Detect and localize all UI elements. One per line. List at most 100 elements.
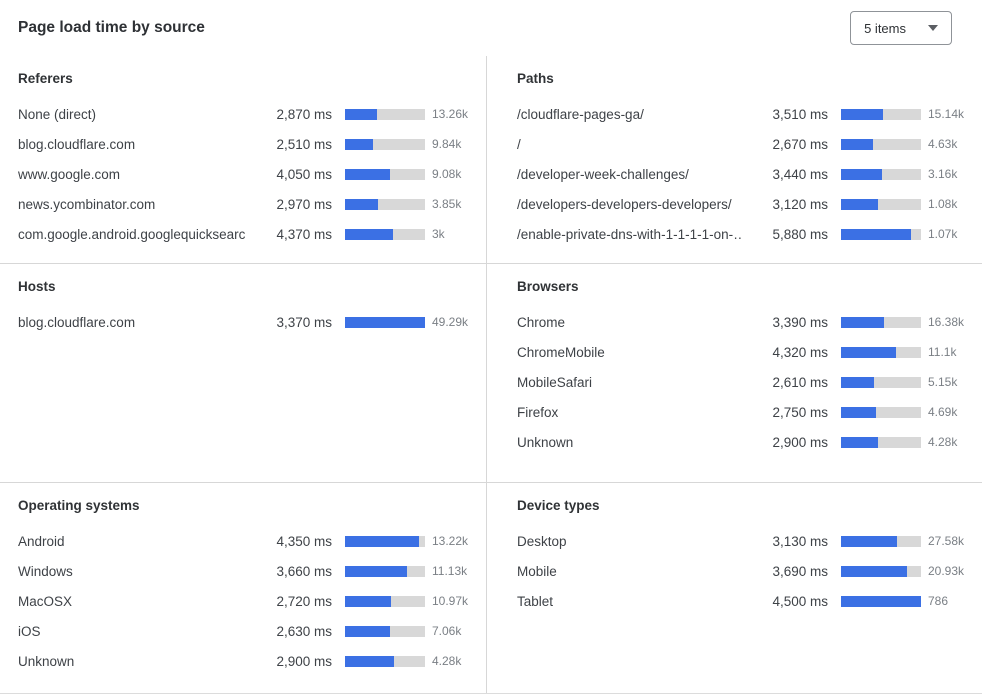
row-count: 13.22k xyxy=(432,534,469,548)
row-bar-fill xyxy=(345,138,373,150)
row-count: 27.58k xyxy=(928,534,965,548)
row-count: 15.14k xyxy=(928,107,965,121)
row-count: 9.08k xyxy=(432,167,462,181)
row-ms-value: 4,370 ms xyxy=(276,226,332,242)
row-count: 3.85k xyxy=(432,197,462,211)
row-label: blog.cloudflare.com xyxy=(18,314,136,330)
table-row: MacOSX 2,720 ms 10.97k xyxy=(18,586,480,616)
row-count: 7.06k xyxy=(432,624,462,638)
items-count-value: 5 items xyxy=(864,20,906,36)
panel-operating-systems: Operating systems Android 4,350 ms 13.22… xyxy=(0,482,486,693)
row-bar-track xyxy=(841,228,921,240)
table-row: www.google.com 4,050 ms 9.08k xyxy=(18,159,480,189)
row-bar-fill xyxy=(841,595,921,607)
row-label: Tablet xyxy=(517,593,554,609)
row-bar-fill xyxy=(841,376,875,388)
table-row: Unknown 2,900 ms 4.28k xyxy=(18,646,480,676)
row-bar-track xyxy=(841,108,921,120)
row-count: 11.1k xyxy=(928,345,957,359)
row-bar-fill xyxy=(345,108,377,120)
row-bar-track xyxy=(841,168,921,180)
table-row: MobileSafari 2,610 ms 5.15k xyxy=(517,367,976,397)
row-label: /enable-private-dns-with-1-1-1-1-on-… xyxy=(517,226,742,242)
row-label: None (direct) xyxy=(18,106,97,122)
row-ms-value: 3,120 ms xyxy=(772,196,828,212)
table-row: Chrome 3,390 ms 16.38k xyxy=(517,307,976,337)
table-row: blog.cloudflare.com 3,370 ms 49.29k xyxy=(18,307,480,337)
panel-title: Operating systems xyxy=(18,498,140,513)
table-row: ChromeMobile 4,320 ms 11.1k xyxy=(517,337,976,367)
row-bar-track xyxy=(841,376,921,388)
panel-device-types: Device types Desktop 3,130 ms 27.58k Mob… xyxy=(486,482,982,693)
row-label: Firefox xyxy=(517,404,559,420)
row-bar-fill xyxy=(841,108,883,120)
row-label: Windows xyxy=(18,563,73,579)
row-bar-fill xyxy=(841,406,877,418)
row-label: Chrome xyxy=(517,314,566,330)
panel-referers: Referers None (direct) 2,870 ms 13.26k b… xyxy=(0,56,486,263)
table-row: None (direct) 2,870 ms 13.26k xyxy=(18,99,480,129)
table-row: blog.cloudflare.com 2,510 ms 9.84k xyxy=(18,129,480,159)
row-bar-track xyxy=(841,595,921,607)
table-row: Firefox 2,750 ms 4.69k xyxy=(517,397,976,427)
row-label: /cloudflare-pages-ga/ xyxy=(517,106,644,122)
row-count: 3.16k xyxy=(928,167,958,181)
row-ms-value: 3,390 ms xyxy=(772,314,828,330)
row-label: www.google.com xyxy=(18,166,121,182)
row-ms-value: 3,370 ms xyxy=(276,314,332,330)
row-count: 4.28k xyxy=(432,654,462,668)
items-count-dropdown[interactable]: 5 items xyxy=(850,11,952,45)
row-bar-track xyxy=(345,655,425,667)
row-bar-fill xyxy=(345,168,390,180)
table-row: /developers-developers-developers/ 3,120… xyxy=(517,189,976,219)
panels-grid: Referers None (direct) 2,870 ms 13.26k b… xyxy=(0,56,982,694)
table-row: Android 4,350 ms 13.22k xyxy=(18,526,480,556)
row-ms-value: 4,350 ms xyxy=(276,533,332,549)
row-bar-fill xyxy=(345,198,378,210)
row-label: Unknown xyxy=(18,653,75,669)
row-count: 1.08k xyxy=(928,197,958,211)
row-bar-fill xyxy=(345,625,390,637)
row-bar-track xyxy=(345,565,425,577)
row-ms-value: 2,970 ms xyxy=(276,196,332,212)
row-label: Unknown xyxy=(517,434,574,450)
row-count: 4.63k xyxy=(928,137,958,151)
row-ms-value: 5,880 ms xyxy=(772,226,828,242)
row-label: Android xyxy=(18,533,65,549)
row-bar-track xyxy=(345,108,425,120)
card-header: Page load time by source 5 items xyxy=(0,0,982,56)
row-ms-value: 3,440 ms xyxy=(772,166,828,182)
row-count: 20.93k xyxy=(928,564,965,578)
row-label: / xyxy=(517,136,521,152)
row-count: 786 xyxy=(928,594,949,608)
row-ms-value: 2,870 ms xyxy=(276,106,332,122)
panel-title: Paths xyxy=(517,71,554,86)
row-bar-track xyxy=(841,346,921,358)
panel-title: Referers xyxy=(18,71,73,86)
row-bar-track xyxy=(841,535,921,547)
row-bar-fill xyxy=(345,565,408,577)
row-ms-value: 4,320 ms xyxy=(772,344,828,360)
table-row: / 2,670 ms 4.63k xyxy=(517,129,976,159)
row-bar-track xyxy=(345,535,425,547)
row-bar-fill xyxy=(345,535,420,547)
panel-browsers: Browsers Chrome 3,390 ms 16.38k ChromeMo… xyxy=(486,263,982,482)
row-ms-value: 3,130 ms xyxy=(772,533,828,549)
page-title: Page load time by source xyxy=(18,19,205,36)
row-ms-value: 3,690 ms xyxy=(772,563,828,579)
row-bar-track xyxy=(841,436,921,448)
row-count: 5.15k xyxy=(928,375,958,389)
panel-hosts: Hosts blog.cloudflare.com 3,370 ms 49.29… xyxy=(0,263,486,482)
row-count: 3k xyxy=(432,227,445,241)
row-bar-fill xyxy=(345,316,425,328)
row-count: 10.97k xyxy=(432,594,469,608)
chevron-down-icon xyxy=(928,25,938,31)
row-ms-value: 2,510 ms xyxy=(276,136,332,152)
table-row: Tablet 4,500 ms 786 xyxy=(517,586,976,616)
row-count: 9.84k xyxy=(432,137,462,151)
row-bar-track xyxy=(841,565,921,577)
row-bar-track xyxy=(345,625,425,637)
row-bar-fill xyxy=(841,138,873,150)
row-bar-track xyxy=(841,316,921,328)
row-label: /developer-week-challenges/ xyxy=(517,166,689,182)
